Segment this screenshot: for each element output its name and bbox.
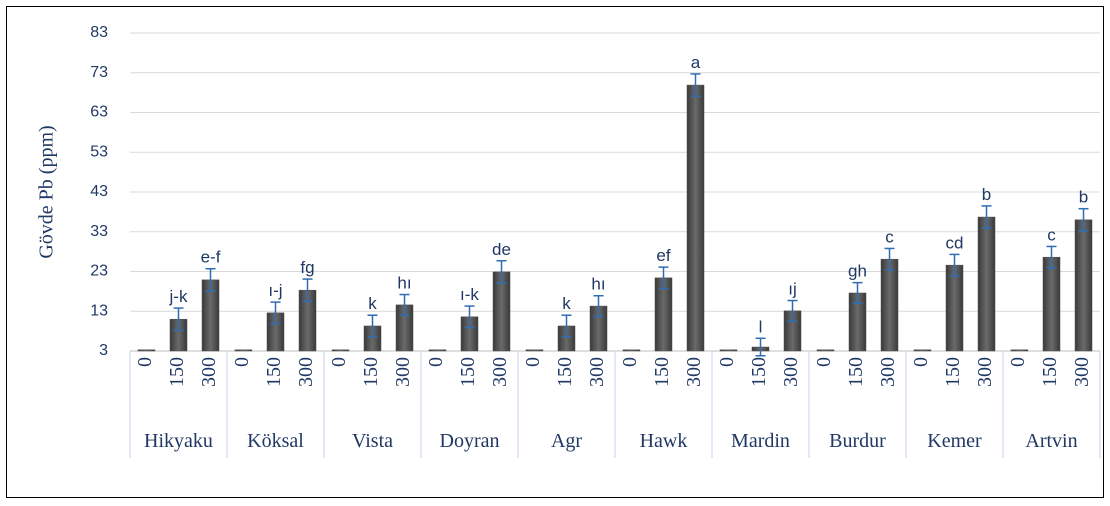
bar [331,349,350,352]
dose-label: 150 [651,357,673,387]
category-label: Vista [352,430,393,452]
y-tick-label: 83 [90,24,108,41]
significance-letter: a [691,53,701,72]
y-tick-label: 33 [90,223,108,240]
category-label: Doyran [440,430,500,452]
dose-label: 0 [522,357,544,367]
significance-letter: fg [300,258,314,277]
y-tick-label: 23 [90,263,108,280]
dose-label: 150 [845,357,867,387]
significance-letter: c [885,227,894,246]
dose-label: 300 [489,357,511,387]
bar [137,349,156,352]
category-label: Mardin [731,430,790,452]
significance-letter: gh [848,262,867,281]
significance-letter: b [982,185,991,204]
category-label: Hawk [640,430,688,452]
category-label: Agr [551,430,582,452]
y-axis-title: Gövde Pb (ppm) [36,125,58,258]
chart-border [6,6,1104,498]
dose-label: 150 [942,357,964,387]
dose-label: 0 [619,357,641,367]
bar [816,349,835,352]
significance-letter: cd [946,233,964,252]
significance-letter: ıj [788,280,797,299]
significance-letter: hı [591,275,605,294]
significance-letter: k [562,294,571,313]
dose-label: 0 [134,357,156,367]
dose-label: 0 [231,357,253,367]
y-tick-label: 53 [90,143,108,160]
dose-label: 150 [748,357,770,387]
dose-label: 150 [457,357,479,387]
dose-label: 300 [974,357,996,387]
dose-label: 150 [263,357,285,387]
dose-label: 150 [360,357,382,387]
bar [1074,219,1093,352]
bar [719,349,738,352]
dose-label: 300 [683,357,705,387]
category-label: Hikyaku [144,430,213,452]
dose-label: 0 [716,357,738,367]
y-tick-label: 3 [99,342,108,359]
dose-label: 150 [1039,357,1061,387]
significance-letter: b [1079,188,1088,207]
bar [977,216,996,352]
significance-letter: hı [397,274,411,293]
significance-letter: e-f [201,248,221,267]
bar [686,84,705,352]
significance-letter: ı-j [268,281,282,300]
category-label: Kemer [927,430,982,452]
bar [525,349,544,352]
dose-label: 0 [425,357,447,367]
bar [880,258,899,352]
dose-label: 0 [910,357,932,367]
dose-label: 300 [198,357,220,387]
y-tick-label: 43 [90,183,108,200]
bar [913,349,932,352]
category-label: Köksal [247,430,304,452]
significance-letter: l [759,317,763,336]
dose-label: 0 [328,357,350,367]
bar [1010,349,1029,352]
bar [945,264,964,352]
y-tick-label: 63 [90,104,108,121]
bar [1042,256,1061,352]
bar [234,349,253,352]
dose-label: 0 [813,357,835,367]
significance-letter: c [1047,225,1056,244]
significance-letter: ı-k [460,285,479,304]
dose-label: 300 [1071,357,1093,387]
significance-letter: j-k [169,287,188,306]
category-label: Artvin [1025,430,1077,452]
dose-label: 300 [780,357,802,387]
dose-label: 150 [554,357,576,387]
y-tick-label: 73 [90,64,108,81]
category-label: Burdur [829,430,886,452]
dose-label: 300 [877,357,899,387]
bar [428,349,447,352]
dose-label: 300 [295,357,317,387]
significance-letter: ef [656,246,670,265]
dose-label: 150 [166,357,188,387]
dose-label: 300 [586,357,608,387]
dose-label: 0 [1007,357,1029,367]
significance-letter: k [368,294,377,313]
bar [622,349,641,352]
y-tick-label: 13 [90,302,108,319]
significance-letter: de [492,240,511,259]
dose-label: 300 [392,357,414,387]
